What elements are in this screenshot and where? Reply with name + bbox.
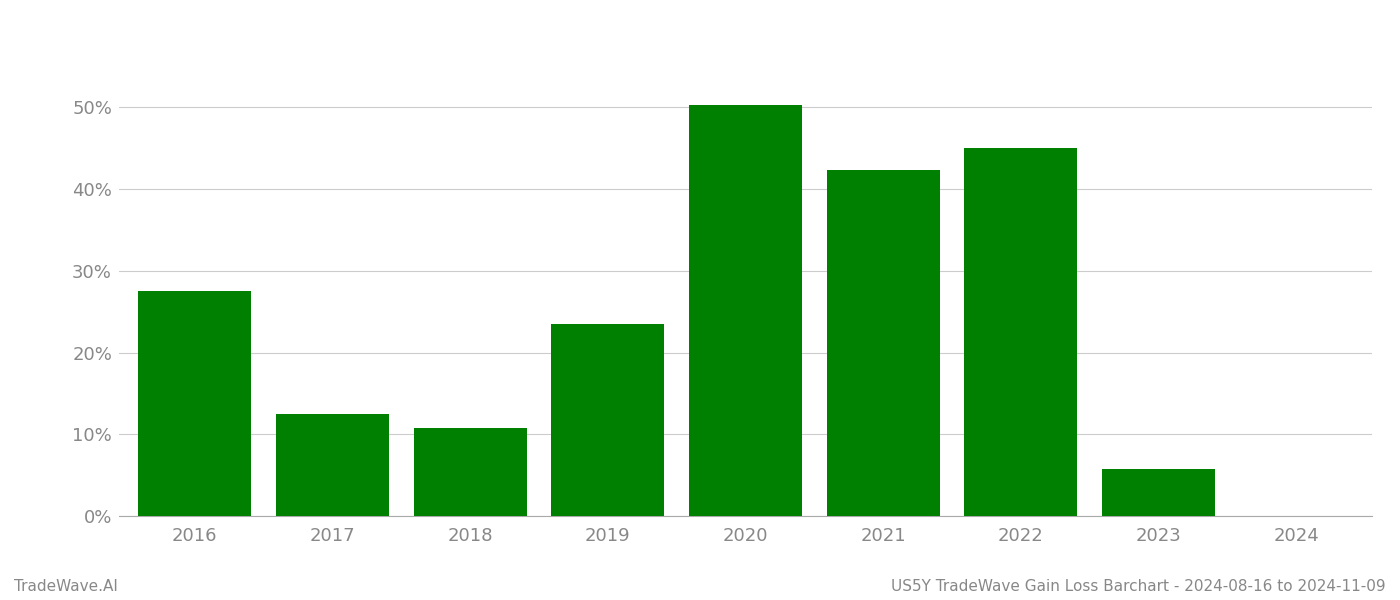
Bar [139,291,251,516]
Bar [965,148,1078,516]
Text: TradeWave.AI: TradeWave.AI [14,579,118,594]
Bar [1102,469,1215,516]
Bar [552,324,664,516]
Bar [827,170,939,516]
Bar [413,428,526,516]
Bar [689,105,802,516]
Bar [276,414,389,516]
Text: US5Y TradeWave Gain Loss Barchart - 2024-08-16 to 2024-11-09: US5Y TradeWave Gain Loss Barchart - 2024… [892,579,1386,594]
